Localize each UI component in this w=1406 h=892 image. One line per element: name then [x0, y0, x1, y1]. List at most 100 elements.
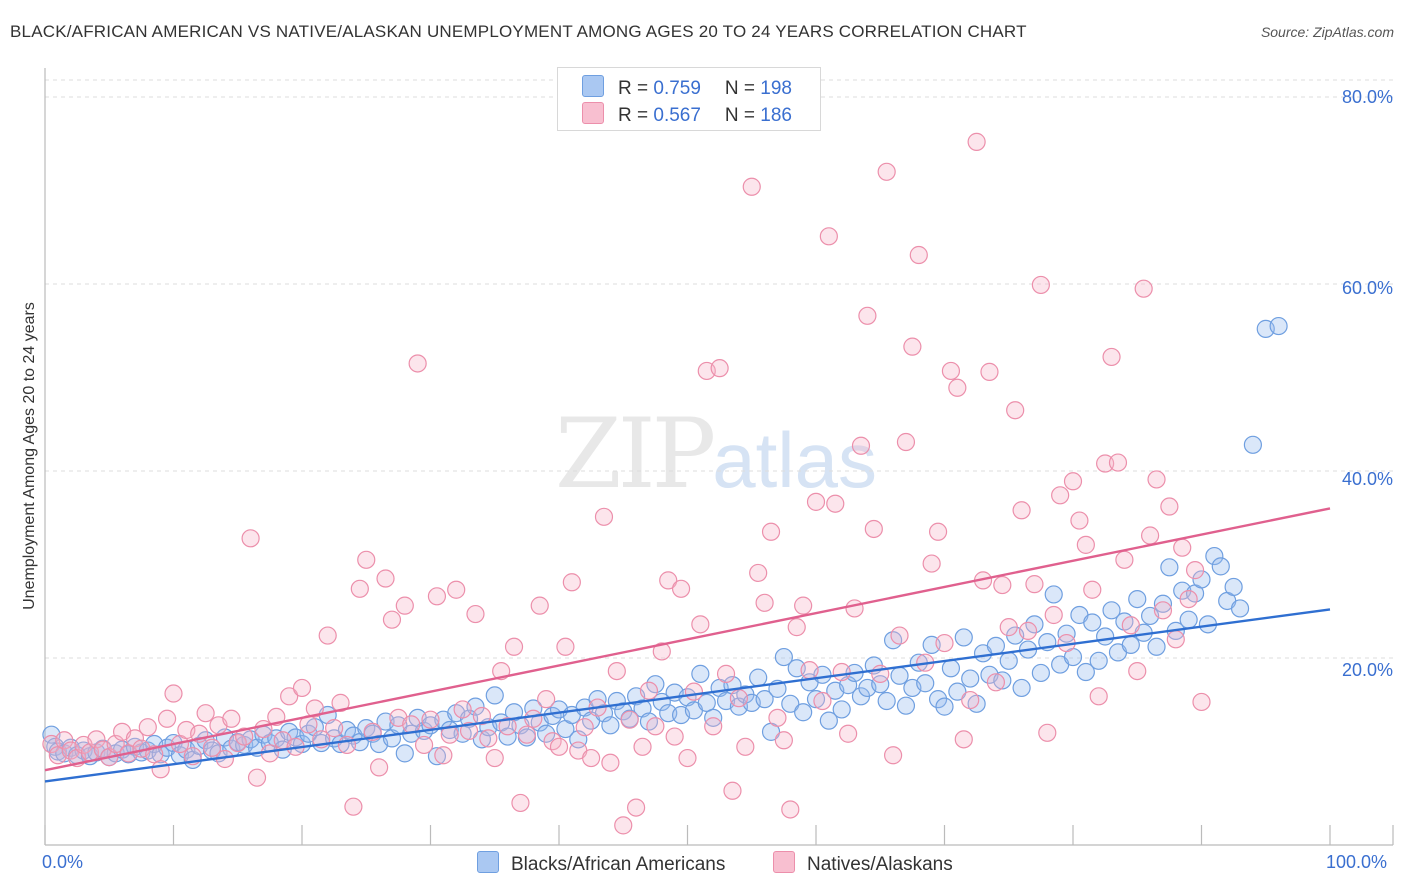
point-natives: [344, 797, 363, 816]
point-natives: [575, 718, 594, 737]
chart-title: BLACK/AFRICAN AMERICAN VS NATIVE/ALASKAN…: [10, 22, 1027, 41]
y-axis-label: Unemployment Among Ages 20 to 24 years: [21, 302, 38, 610]
point-natives: [665, 727, 684, 746]
point-natives: [549, 737, 569, 756]
point-natives: [1006, 401, 1025, 420]
point-natives: [247, 768, 267, 787]
point-blacks: [961, 669, 980, 688]
point-blacks: [794, 703, 813, 722]
point-natives: [1108, 453, 1128, 472]
legend-item-blacks[interactable]: Blacks/African Americans: [477, 851, 725, 876]
point-natives: [151, 760, 170, 779]
point-blacks: [1147, 637, 1166, 656]
point-natives: [524, 709, 543, 728]
point-natives: [993, 575, 1012, 595]
n-value: 186: [760, 105, 792, 126]
point-natives: [530, 596, 549, 615]
point-blacks: [935, 697, 954, 716]
legend-label-natives: Natives/Alaskans: [807, 854, 953, 875]
point-natives: [896, 432, 916, 452]
point-natives: [883, 746, 903, 765]
stat-swatch-natives: [582, 102, 604, 124]
legend-item-natives[interactable]: Natives/Alaskans: [773, 851, 953, 876]
point-blacks: [1057, 624, 1076, 643]
point-natives: [125, 729, 145, 748]
source-label: Source: ZipAtlas.com: [1260, 24, 1394, 40]
point-natives: [1166, 630, 1185, 649]
point-natives: [845, 599, 864, 618]
point-natives: [729, 689, 749, 708]
point-blacks: [948, 682, 967, 701]
point-blacks: [1121, 635, 1140, 655]
point-natives: [504, 637, 524, 656]
point-natives: [806, 492, 826, 511]
stats-box: R = 0.759 N = 198 R = 0.567 N = 186: [557, 67, 821, 131]
point-natives: [633, 737, 652, 756]
point-natives: [414, 735, 434, 755]
point-blacks: [427, 747, 447, 766]
point-natives: [1147, 470, 1166, 489]
point-blacks: [1076, 662, 1095, 682]
point-natives: [562, 573, 581, 592]
point-natives: [1018, 621, 1038, 640]
point-natives: [710, 359, 729, 378]
point-blacks: [1153, 594, 1173, 613]
point-natives: [723, 781, 742, 800]
point-natives: [678, 748, 697, 768]
point-blacks: [819, 711, 838, 730]
point-natives: [1173, 538, 1192, 557]
point-natives: [607, 661, 626, 681]
point-blacks: [498, 727, 517, 746]
point-natives: [485, 748, 504, 768]
point-natives: [395, 596, 414, 615]
point-natives: [87, 730, 106, 749]
point-blacks: [806, 690, 826, 709]
trend-line-natives: [44, 507, 1331, 772]
point-blacks: [1096, 627, 1115, 646]
point-natives: [325, 719, 344, 738]
point-natives: [742, 177, 761, 196]
point-blacks: [1205, 546, 1224, 566]
point-natives: [254, 719, 273, 739]
watermark-zip: ZIP: [555, 398, 716, 510]
point-blacks: [646, 675, 665, 694]
point-natives: [736, 737, 755, 756]
point-blacks: [1044, 585, 1063, 604]
point-natives: [318, 626, 337, 645]
point-natives: [749, 563, 768, 583]
point-natives: [851, 436, 871, 455]
point-blacks: [749, 668, 768, 687]
point-natives: [941, 361, 961, 381]
stat-row-natives: R = 0.567 N = 186: [582, 102, 792, 128]
point-natives: [980, 362, 999, 381]
point-blacks: [1031, 663, 1050, 683]
point-blacks: [1102, 601, 1121, 620]
point-natives: [832, 662, 851, 682]
point-natives: [877, 162, 896, 181]
point-natives: [704, 717, 723, 736]
point-blacks: [697, 693, 716, 712]
n-label: N =: [724, 78, 761, 99]
point-natives: [1070, 511, 1089, 530]
point-blacks: [871, 675, 890, 694]
point-natives: [639, 681, 659, 700]
point-natives: [755, 593, 774, 612]
point-natives: [537, 690, 556, 709]
point-natives: [453, 700, 472, 719]
point-natives: [1025, 575, 1044, 594]
point-natives: [228, 733, 247, 753]
point-natives: [421, 710, 440, 729]
point-blacks: [999, 651, 1018, 670]
point-natives: [954, 730, 973, 749]
point-blacks: [1192, 570, 1211, 589]
point-natives: [858, 306, 877, 325]
point-natives: [1044, 605, 1063, 625]
point-blacks: [1224, 577, 1243, 597]
y-tick-label-80: 80.0%: [1341, 87, 1393, 107]
point-natives: [427, 587, 447, 606]
point-natives: [620, 710, 639, 729]
point-blacks: [1025, 615, 1044, 634]
point-natives: [472, 706, 491, 726]
point-blacks: [1243, 435, 1263, 454]
